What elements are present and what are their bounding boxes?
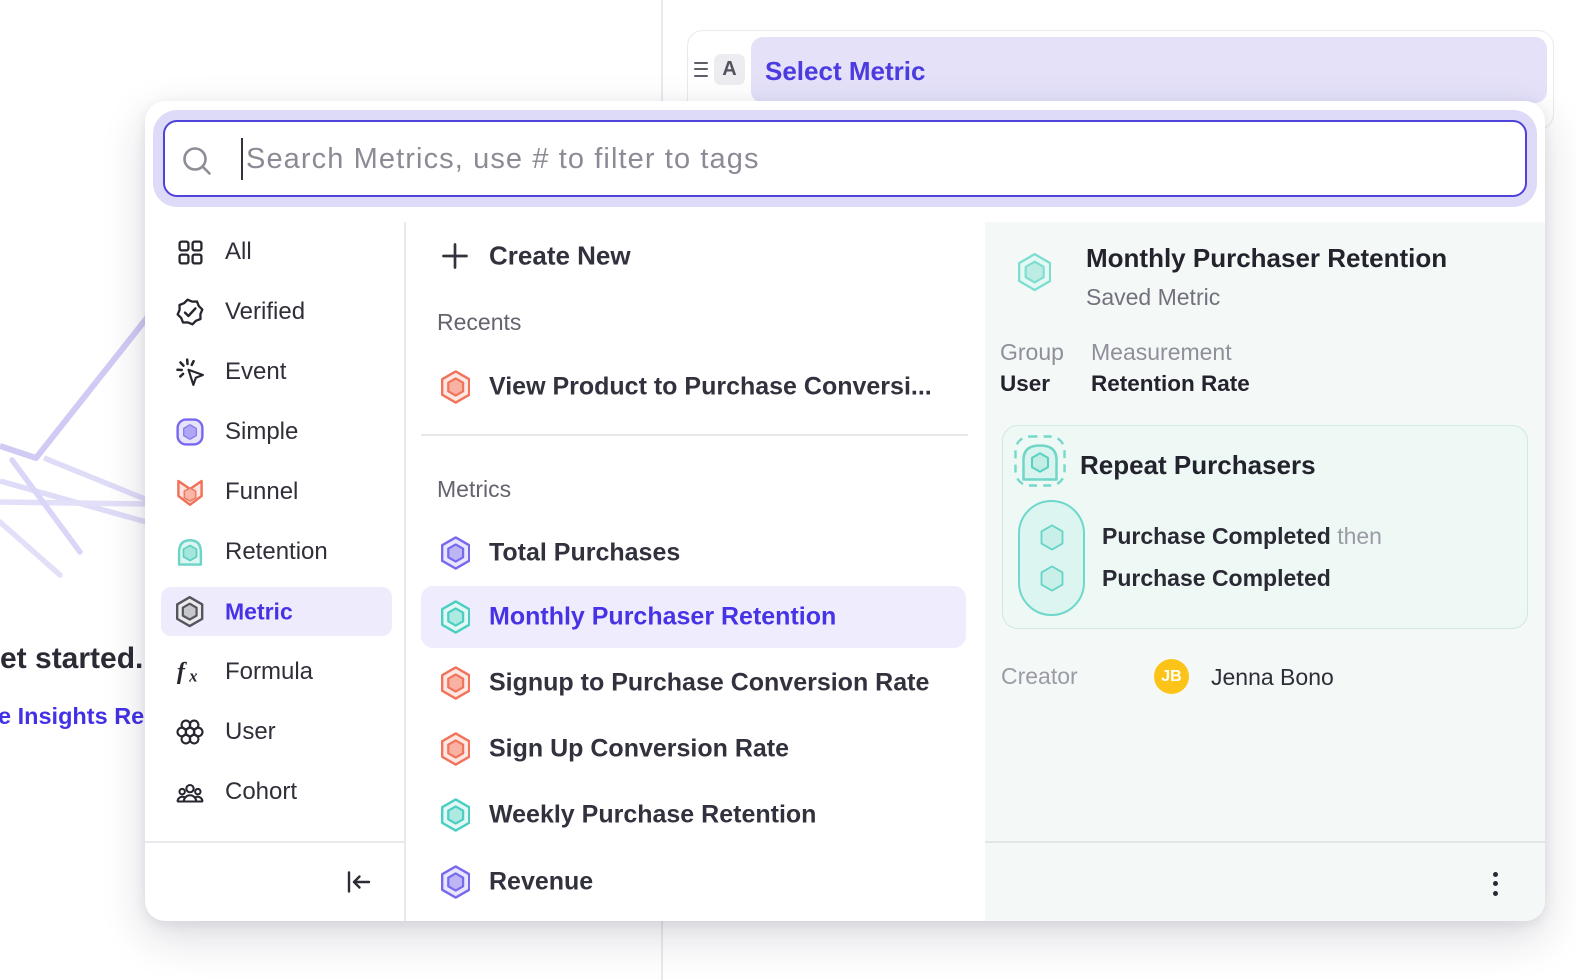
- svg-text:f: f: [177, 658, 188, 685]
- svg-text:x: x: [188, 666, 197, 685]
